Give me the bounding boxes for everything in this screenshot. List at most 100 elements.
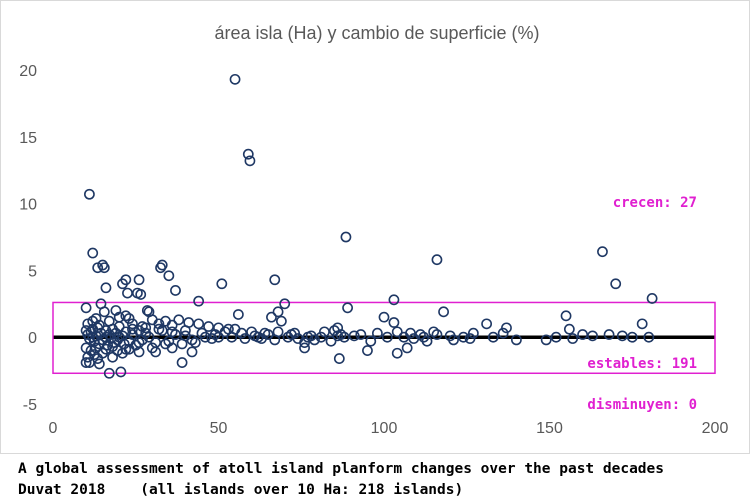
data-point (275, 315, 287, 327)
data-point (550, 331, 562, 343)
data-point (120, 326, 132, 338)
chart-title: área isla (Ha) y cambio de superficie (%… (214, 23, 539, 43)
data-point (80, 357, 92, 368)
data-point (319, 326, 330, 338)
data-point (365, 335, 377, 347)
data-point (285, 329, 297, 340)
data-point (256, 333, 267, 344)
data-point (229, 73, 241, 85)
data-point (92, 262, 104, 274)
data-point (567, 333, 579, 344)
data-point (170, 329, 181, 340)
data-point (122, 287, 133, 299)
stable-band-rect (52, 301, 716, 375)
data-points (80, 73, 658, 379)
data-point (272, 306, 284, 318)
data-point (269, 274, 281, 286)
data-point (133, 274, 145, 286)
data-point (186, 346, 198, 358)
data-point (643, 331, 655, 343)
data-point (166, 319, 178, 331)
data-point (160, 338, 171, 350)
data-point (87, 315, 99, 327)
data-point (146, 342, 158, 354)
data-point (135, 289, 147, 300)
x-axis-tick-labels: 0 50 100 150 200 (49, 420, 729, 437)
data-point (136, 334, 148, 346)
data-point (84, 357, 95, 368)
data-point (428, 326, 440, 338)
data-point (371, 327, 383, 339)
data-point (603, 329, 615, 340)
data-point (279, 298, 291, 310)
data-point (272, 326, 284, 338)
data-point (448, 334, 459, 346)
data-point (232, 309, 244, 320)
data-point (242, 148, 254, 160)
data-point (391, 326, 403, 338)
data-point (92, 353, 104, 364)
x-tick-label: 200 (702, 420, 729, 437)
data-point (170, 285, 181, 296)
data-point (626, 331, 638, 343)
data-point (266, 311, 277, 323)
data-point (342, 302, 353, 314)
data-point (100, 282, 112, 294)
data-point (213, 331, 224, 343)
data-point (133, 337, 145, 348)
data-point (333, 353, 345, 364)
data-point (646, 293, 658, 304)
data-point (421, 335, 433, 347)
data-point (163, 335, 175, 347)
data-point (216, 278, 228, 290)
data-point (438, 306, 449, 318)
data-point (577, 329, 588, 340)
data-point (84, 188, 95, 200)
data-point (186, 334, 198, 346)
data-point (497, 327, 509, 339)
data-point (90, 342, 102, 354)
data-point (219, 326, 231, 338)
data-point (362, 345, 373, 356)
data-point (401, 342, 413, 354)
data-point (141, 305, 153, 316)
data-point (156, 259, 168, 271)
annotation-grow: crecen: 27 (613, 195, 697, 211)
data-point (282, 331, 294, 343)
data-point (388, 294, 400, 306)
data-point (540, 334, 552, 346)
data-point (163, 270, 175, 282)
data-point (458, 331, 469, 343)
data-point (127, 318, 138, 330)
data-point (487, 331, 499, 343)
data-point (355, 329, 367, 340)
chart-area: área isla (Ha) y cambio de superficie (%… (0, 0, 750, 454)
y-tick-label: 10 (19, 197, 37, 214)
data-point (501, 322, 512, 334)
data-point (193, 295, 205, 307)
data-point (299, 342, 310, 354)
data-point (587, 330, 598, 342)
x-tick-label: 100 (371, 420, 398, 437)
data-point (332, 322, 344, 334)
data-point (431, 254, 443, 266)
data-point (332, 330, 344, 342)
data-point (143, 331, 155, 343)
data-point (98, 306, 110, 318)
data-point (82, 351, 94, 363)
x-tick-label: 50 (210, 420, 228, 437)
y-tick-label: 15 (19, 130, 37, 147)
data-point (560, 310, 572, 322)
data-point (120, 310, 132, 322)
data-point (199, 331, 211, 343)
caption-line-2: Duvat 2018 (all islands over 10 Ha: 218 … (18, 482, 464, 498)
data-point (636, 318, 648, 330)
x-tick-label: 150 (536, 420, 563, 437)
data-point (103, 367, 115, 379)
data-point (80, 302, 92, 314)
y-axis-tick-labels: -5 0 5 10 15 20 (19, 63, 37, 414)
data-point (378, 311, 390, 323)
data-point (117, 278, 128, 290)
data-point (338, 331, 350, 343)
data-point (511, 334, 522, 346)
